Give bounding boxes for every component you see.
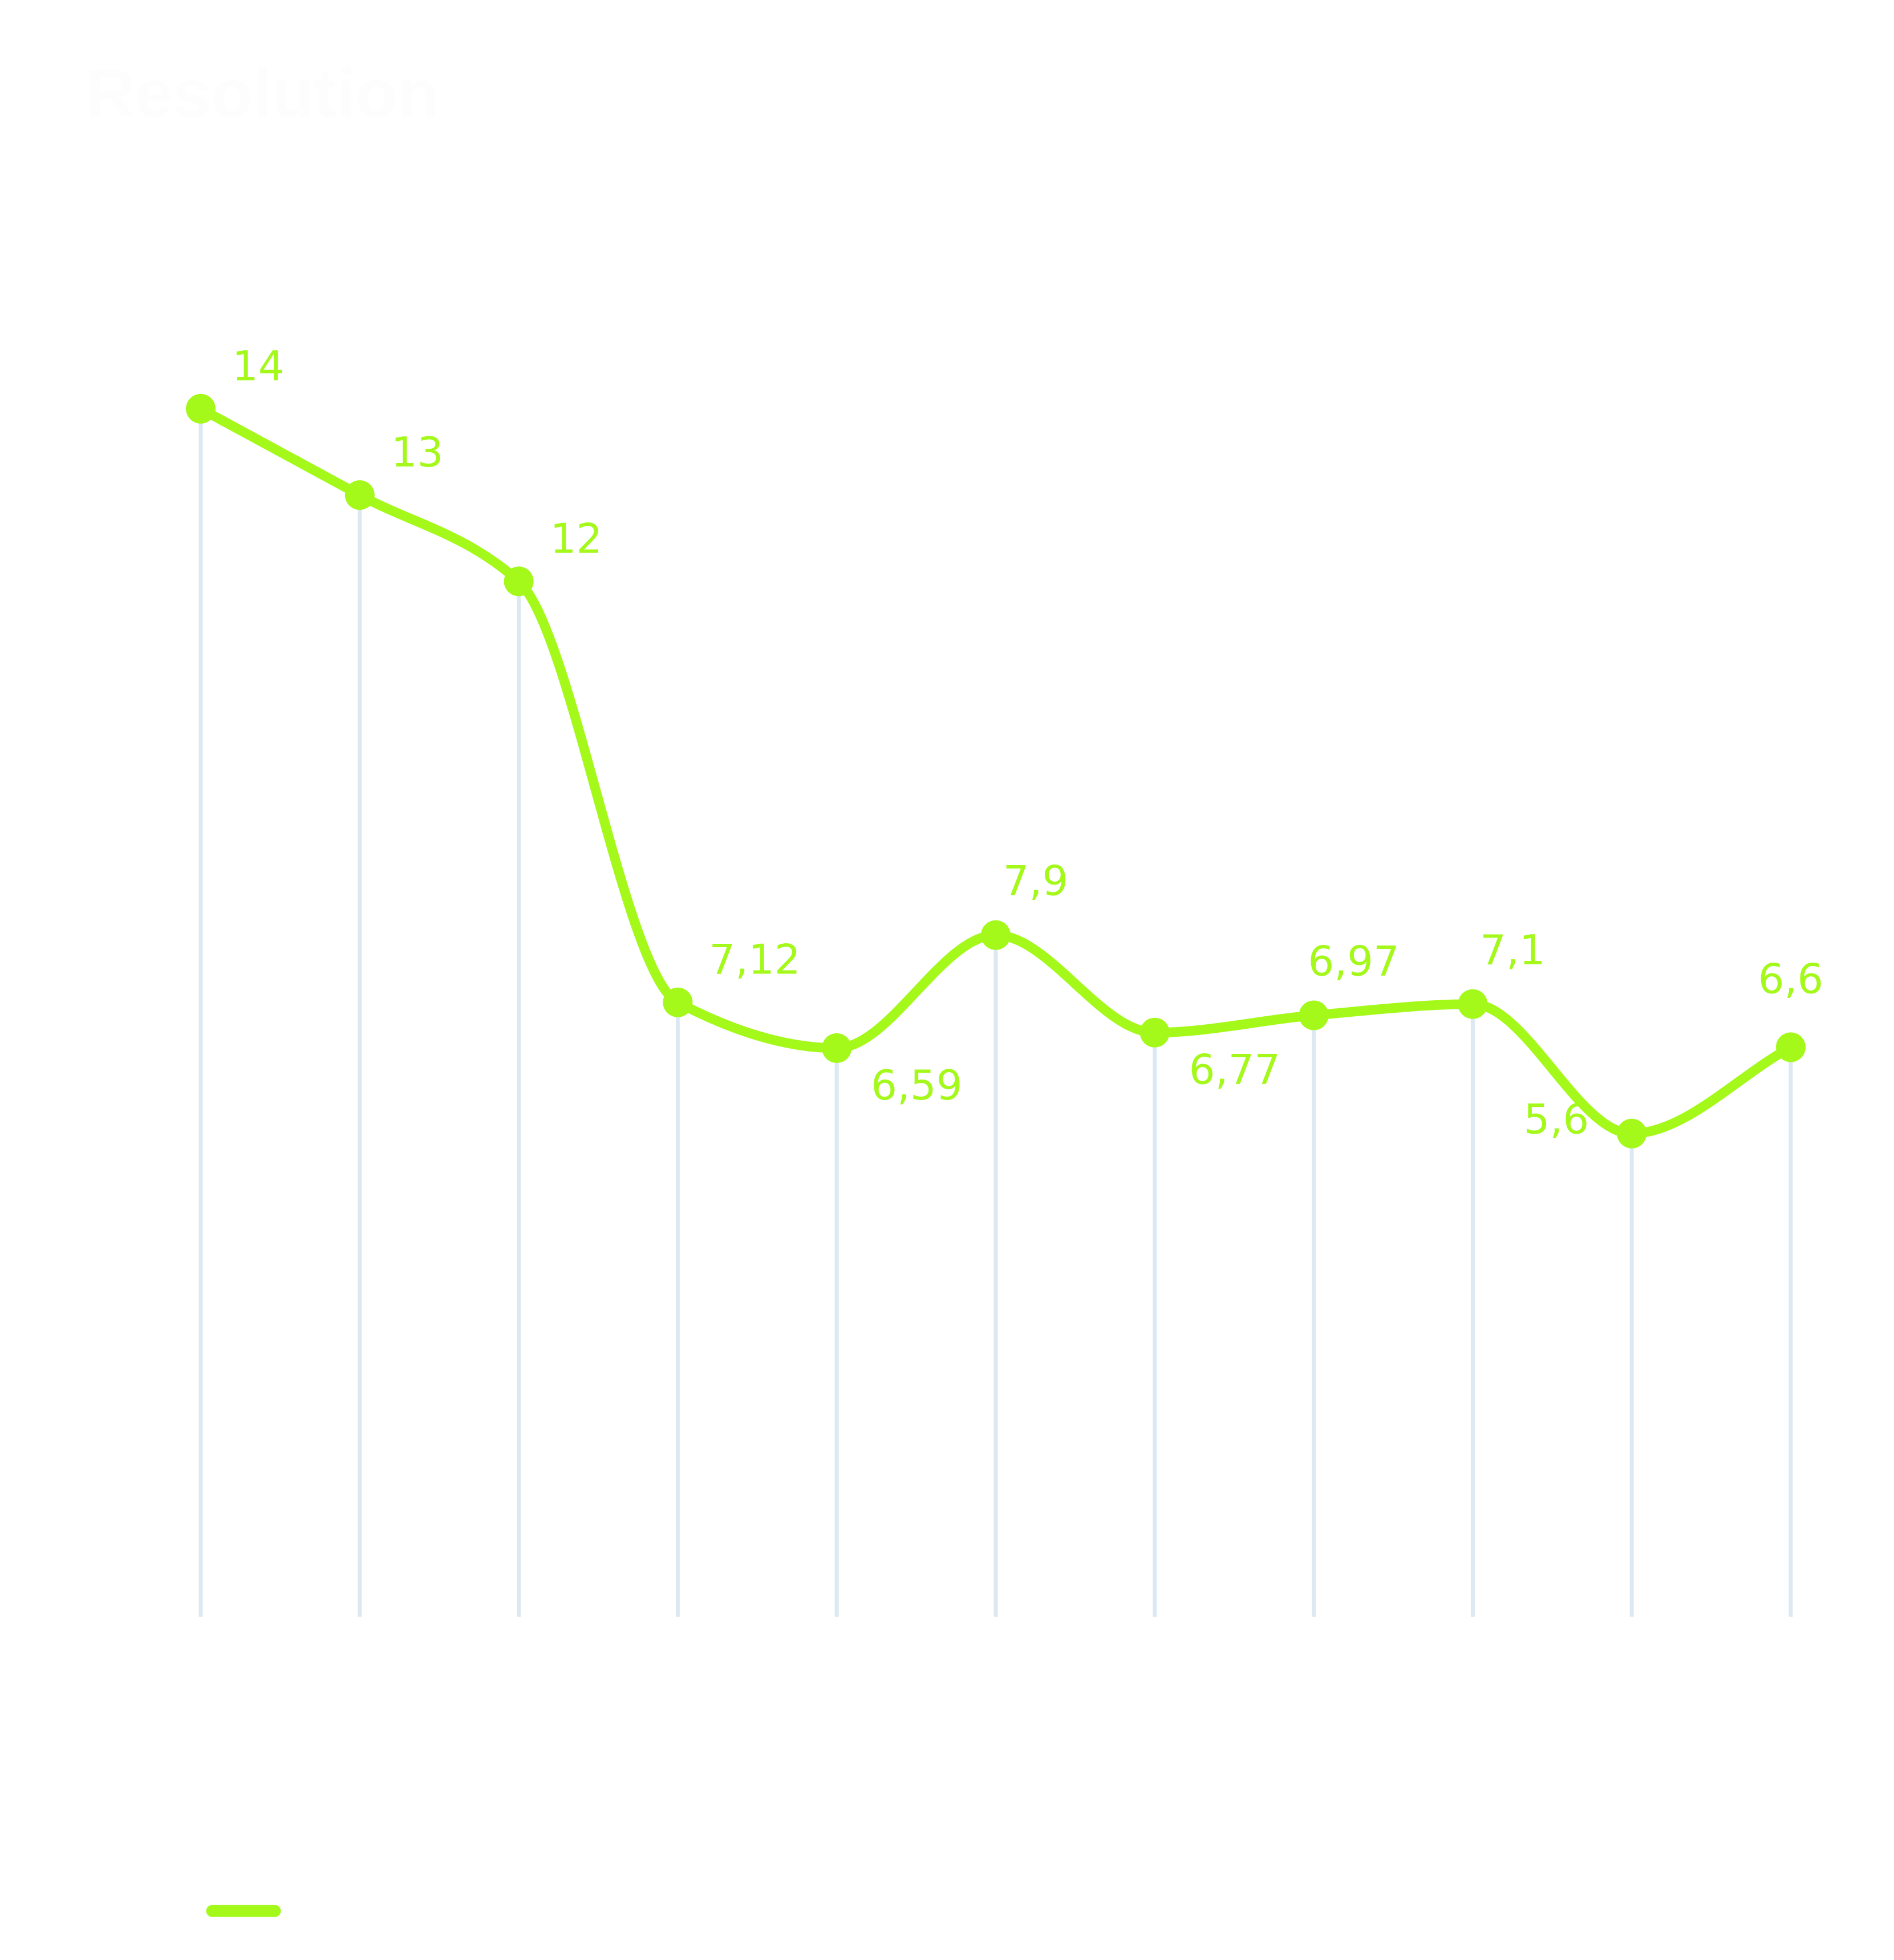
chart-title: Resolution [86,55,439,132]
data-label: 6,6 [1758,955,1824,1003]
data-label: 7,9 [1003,857,1069,905]
data-point [1139,1017,1170,1048]
data-point [1776,1032,1806,1062]
data-label: 12 [550,514,603,562]
data-label: 14 [232,342,285,390]
data-point [822,1033,852,1063]
data-point [1299,1000,1329,1030]
data-labels: 14 13 12 7,12 6,59 7,9 6,77 6,97 7,1 5,6 6,6 [232,342,1823,1143]
data-label: 5,6 [1524,1095,1589,1143]
data-label: 6,59 [871,1061,962,1109]
series-line-group [196,404,1796,1139]
data-point [981,920,1011,950]
data-point [1617,1118,1647,1149]
data-point [504,566,534,596]
series-line [196,404,1796,1139]
data-label: 7,12 [709,936,800,984]
data-point [344,480,375,510]
data-point [186,393,216,424]
gridlines [198,408,1793,1617]
data-point [1458,989,1488,1019]
data-label: 13 [391,428,444,476]
data-point [663,987,693,1017]
data-points [186,393,1806,1149]
data-label: 6,97 [1308,937,1399,985]
data-label: 7,1 [1480,926,1546,974]
data-label: 6,77 [1189,1046,1280,1094]
